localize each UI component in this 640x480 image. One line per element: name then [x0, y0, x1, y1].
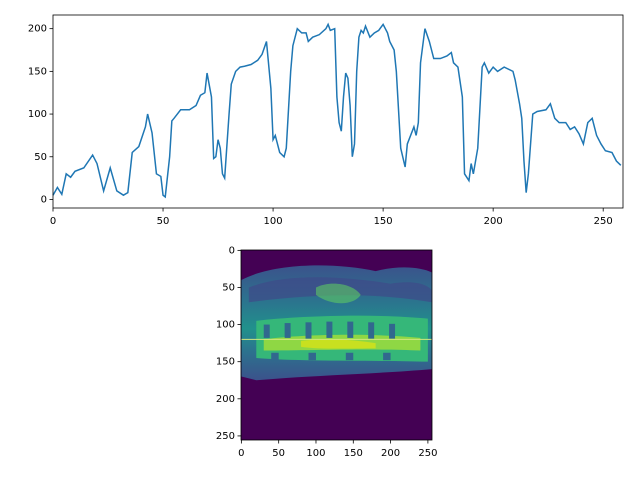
- x-tick-label: 250: [418, 448, 437, 459]
- y-tick-label: 50: [222, 282, 235, 293]
- axes-frame: [52, 14, 624, 209]
- line-series: [52, 22, 622, 199]
- y-tick-label: 0: [229, 245, 235, 256]
- image: [241, 250, 432, 440]
- x-tick-label: 200: [484, 216, 503, 227]
- x-tick-label: 50: [272, 448, 285, 459]
- x-tick-label: 0: [238, 448, 244, 459]
- y-tick-label: 200: [28, 24, 47, 35]
- axes-frame: [240, 249, 433, 441]
- x-tick-label: 150: [344, 448, 363, 459]
- y-tick-label: 100: [216, 320, 235, 331]
- x-tick-label: 0: [50, 216, 56, 227]
- y-tick-label: 200: [216, 394, 235, 405]
- x-tick-label: 100: [264, 216, 283, 227]
- y-tick-label: 0: [41, 194, 47, 205]
- x-tick-label: 50: [157, 216, 170, 227]
- y-tick-label: 150: [216, 357, 235, 368]
- y-tick-label: 150: [28, 66, 47, 77]
- x-tick-label: 200: [381, 448, 400, 459]
- y-tick-label: 250: [216, 431, 235, 442]
- x-tick-label: 150: [374, 216, 393, 227]
- x-tick-label: 100: [306, 448, 325, 459]
- x-tick-label: 250: [594, 216, 613, 227]
- y-tick-label: 50: [34, 152, 47, 163]
- y-tick-label: 100: [28, 109, 47, 120]
